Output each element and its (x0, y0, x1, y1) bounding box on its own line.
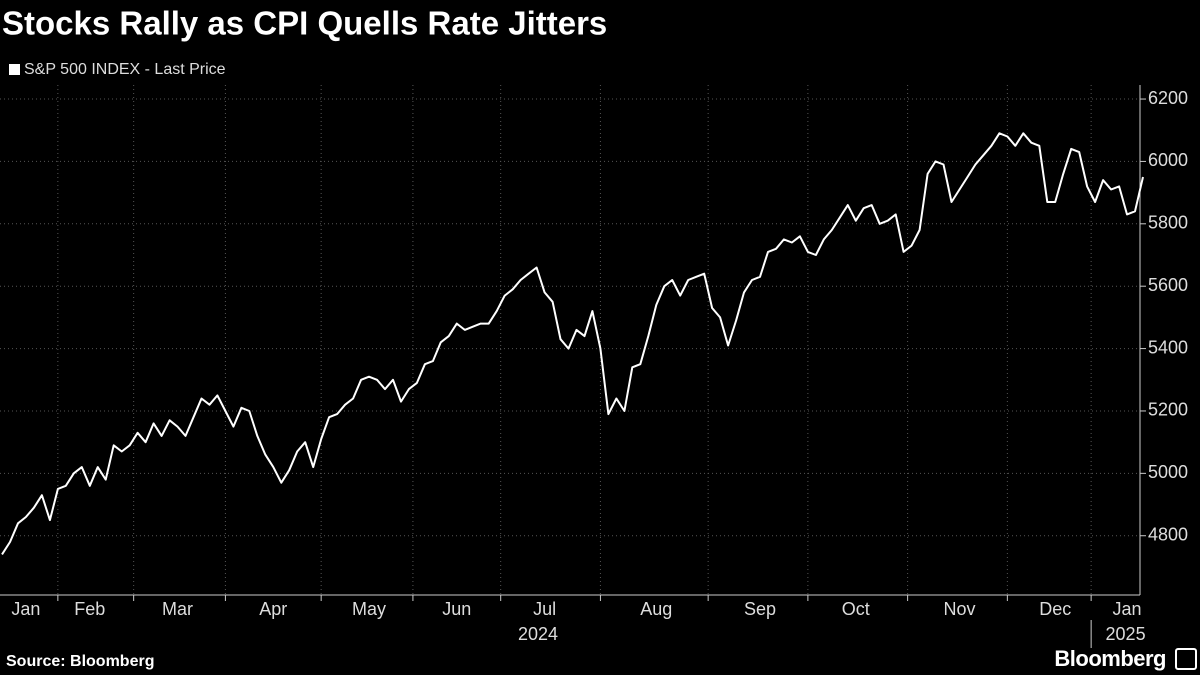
x-tick-label: Feb (74, 599, 105, 619)
source: Source: Bloomberg (6, 653, 154, 670)
price-line (1, 132, 1144, 555)
y-tick-label: 5800 (1148, 213, 1188, 233)
brand-icon (1175, 648, 1197, 670)
x-tick-label: Jan (1113, 599, 1142, 619)
legend-label: S&P 500 INDEX - Last Price (24, 61, 226, 78)
x-tick-label: Jul (533, 599, 556, 619)
y-tick-label: 6200 (1148, 88, 1188, 108)
year-label: 2024 (518, 624, 558, 644)
legend-swatch (9, 64, 20, 75)
x-tick-label: Sep (744, 599, 776, 619)
x-tick-label: Nov (943, 599, 975, 619)
y-tick-label: 4800 (1148, 524, 1188, 544)
y-tick-label: 5600 (1148, 275, 1188, 295)
x-tick-label: May (352, 599, 386, 619)
x-tick-label: Dec (1039, 599, 1071, 619)
y-tick-label: 6000 (1148, 150, 1188, 170)
y-tick-label: 5200 (1148, 400, 1188, 420)
x-tick-label: Jan (11, 599, 40, 619)
x-tick-label: Apr (259, 599, 287, 619)
y-tick-label: 5000 (1148, 462, 1188, 482)
brand-logo: Bloomberg (1054, 646, 1166, 671)
x-tick-label: Mar (162, 599, 193, 619)
x-tick-label: Aug (640, 599, 672, 619)
x-tick-label: Oct (842, 599, 870, 619)
x-tick-label: Jun (442, 599, 471, 619)
year-label: 2025 (1106, 624, 1146, 644)
y-tick-label: 5400 (1148, 337, 1188, 357)
chart-title: Stocks Rally as CPI Quells Rate Jitters (2, 5, 607, 42)
